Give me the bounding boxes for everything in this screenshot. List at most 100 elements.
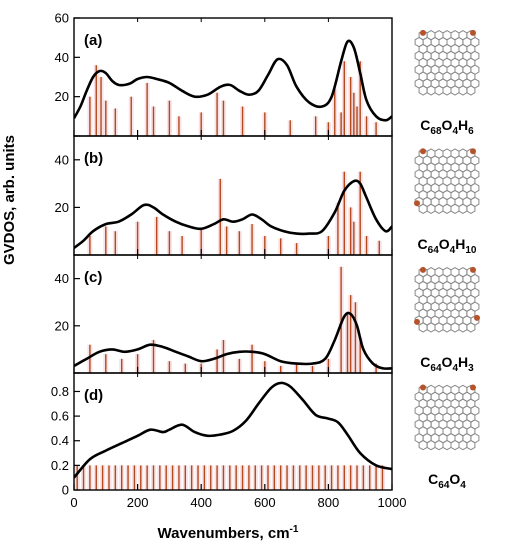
molecule-2 (414, 266, 480, 333)
formula-element: H (458, 354, 468, 370)
oxygen-atom (470, 384, 476, 391)
y-tick-label: 20 (55, 200, 69, 215)
hexagon-ring (426, 203, 436, 214)
oxygen-atom (420, 266, 426, 273)
hexagon-ring (458, 322, 468, 333)
panel-label: (d) (84, 387, 103, 404)
x-axis-title-unit-exponent: -1 (290, 524, 299, 535)
molecular-formula: C64O4H3 (420, 354, 474, 374)
hexagon-ring (434, 85, 444, 96)
y-tick-label: 40 (55, 152, 69, 167)
hexagon-ring (458, 203, 468, 214)
panel-content-2 (74, 266, 392, 373)
x-tick-label: 200 (127, 495, 149, 510)
hexagon-ring (450, 85, 460, 96)
hexagon-ring (426, 322, 436, 333)
y-tick-label: 0.2 (51, 458, 69, 473)
hexagon-ring (434, 322, 444, 333)
panel-frame (73, 254, 393, 374)
panel-label: (c) (84, 269, 102, 286)
oxygen-atom (414, 200, 420, 207)
hexagon-ring (418, 439, 428, 451)
panel-content-0 (74, 39, 392, 136)
molecular-formula: C64O4 (428, 471, 466, 491)
panel-2: 20 40 (c) (55, 254, 393, 374)
formula-element: O (442, 117, 453, 133)
hexagon-ring (442, 203, 452, 214)
gvdos-curve (74, 179, 392, 249)
x-tick-label: 600 (254, 495, 276, 510)
formula-element: C (420, 117, 430, 133)
formula-subscript: 64 (428, 245, 440, 256)
hexagon-ring (450, 322, 460, 333)
panel-content-1 (74, 171, 392, 255)
formula-subscript: 4 (452, 126, 458, 137)
hexagon-ring (418, 85, 428, 96)
formula-subscript: 10 (465, 245, 477, 256)
hexagon-ring (458, 439, 468, 451)
panel-1: 20 40 (b) (55, 135, 393, 256)
formula-subscript: 4 (450, 245, 456, 256)
formula-element: O (442, 354, 453, 370)
hexagon-ring (442, 85, 452, 96)
hexagon-ring (434, 203, 444, 214)
formula-element: O (449, 471, 460, 487)
oxygen-atom (470, 266, 476, 273)
oxygen-atom (470, 148, 476, 155)
panel-label: (b) (84, 150, 103, 167)
panel-frame (73, 372, 393, 491)
formula-subscript: 4 (452, 363, 458, 374)
formula-element: H (458, 117, 468, 133)
y-tick-label: 0.6 (51, 409, 69, 424)
hexagon-ring (466, 85, 476, 96)
hexagon-ring (466, 203, 476, 214)
hexagon-ring (418, 203, 428, 214)
panel-content-3 (74, 381, 392, 490)
molecular-formula: C64O4H10 (418, 236, 477, 256)
plot-panels: 20 40 60 (a) 20 40 (b) 20 40 (c) 0 0.2 0.4 0.6 0.8 (d) 0… (51, 11, 407, 511)
hexagon-ring (450, 203, 460, 214)
hexagon-ring (458, 85, 468, 96)
y-axis-title: GVDOS, arb. units (1, 135, 18, 265)
hexagon-ring (426, 85, 436, 96)
x-tick-label: 1000 (378, 495, 407, 510)
hexagon-ring (434, 439, 444, 451)
formula-element: C (420, 354, 430, 370)
hexagon-ring (466, 439, 476, 451)
formula-element: H (455, 236, 465, 252)
oxygen-atom (470, 29, 476, 36)
molecule-0 (414, 29, 480, 96)
y-tick-label: 0.8 (51, 384, 69, 399)
y-tick-label: 0 (62, 483, 69, 498)
y-tick-label: 0.4 (51, 433, 69, 448)
y-tick-label: 40 (55, 50, 69, 65)
panel-label: (a) (84, 32, 102, 49)
x-tick-label: 400 (190, 495, 212, 510)
y-tick-label: 60 (55, 11, 69, 26)
oxygen-atom (420, 29, 426, 36)
formula-subscript: 68 (430, 126, 442, 137)
hexagon-ring (442, 439, 452, 451)
molecular-formula: C68O4H6 (420, 117, 474, 137)
formula-subscript: 6 (468, 126, 474, 137)
gvdos-curve (74, 381, 392, 479)
formula-subscript: 4 (460, 480, 466, 491)
panel-0: 20 40 60 (a) (55, 11, 393, 137)
molecule-3 (414, 384, 480, 451)
gvdos-curve (74, 39, 392, 122)
hexagon-ring (426, 439, 436, 451)
oxygen-atom (420, 148, 426, 155)
formula-element: O (439, 236, 450, 252)
formula-subscript: 3 (468, 363, 474, 374)
x-axis-title: Wavenumbers, cm-1 (158, 524, 299, 542)
formula-element: C (428, 471, 438, 487)
y-tick-label: 40 (55, 271, 69, 286)
y-tick-label: 20 (55, 89, 69, 104)
y-tick-label: 20 (55, 318, 69, 333)
oxygen-atom (474, 314, 480, 321)
molecule-1 (414, 148, 480, 214)
formula-subscript: 64 (438, 480, 450, 491)
x-tick-label: 0 (70, 495, 77, 510)
formula-element: C (418, 236, 428, 252)
